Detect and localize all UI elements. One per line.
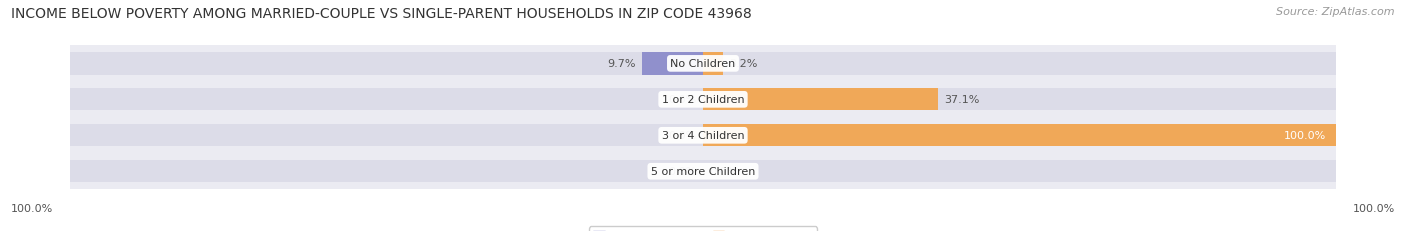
Bar <box>70 46 1336 82</box>
Bar <box>703 125 1336 147</box>
Text: Source: ZipAtlas.com: Source: ZipAtlas.com <box>1277 7 1395 17</box>
Bar <box>70 125 703 147</box>
Bar <box>703 89 1336 111</box>
Bar <box>70 160 703 183</box>
Bar <box>703 53 1336 75</box>
Text: 100.0%: 100.0% <box>1353 203 1395 213</box>
Text: 5 or more Children: 5 or more Children <box>651 167 755 176</box>
Text: 0.0%: 0.0% <box>668 167 697 176</box>
Bar <box>703 160 1336 183</box>
Bar <box>70 89 703 111</box>
Bar <box>70 53 703 75</box>
Text: INCOME BELOW POVERTY AMONG MARRIED-COUPLE VS SINGLE-PARENT HOUSEHOLDS IN ZIP COD: INCOME BELOW POVERTY AMONG MARRIED-COUPL… <box>11 7 752 21</box>
Text: 37.1%: 37.1% <box>943 95 980 105</box>
Bar <box>703 89 938 111</box>
Legend: Married Couples, Single Parents: Married Couples, Single Parents <box>589 226 817 231</box>
Bar <box>70 82 1336 118</box>
Bar <box>70 154 1336 189</box>
Text: 0.0%: 0.0% <box>710 167 738 176</box>
Text: No Children: No Children <box>671 59 735 69</box>
Text: 100.0%: 100.0% <box>11 203 53 213</box>
Bar <box>703 53 723 75</box>
Text: 100.0%: 100.0% <box>1284 131 1326 141</box>
Bar <box>70 118 1336 154</box>
Text: 0.0%: 0.0% <box>668 131 697 141</box>
Bar <box>703 125 1336 147</box>
Text: 9.7%: 9.7% <box>607 59 636 69</box>
Bar <box>641 53 703 75</box>
Text: 0.0%: 0.0% <box>668 95 697 105</box>
Text: 3 or 4 Children: 3 or 4 Children <box>662 131 744 141</box>
Text: 3.2%: 3.2% <box>730 59 758 69</box>
Text: 1 or 2 Children: 1 or 2 Children <box>662 95 744 105</box>
